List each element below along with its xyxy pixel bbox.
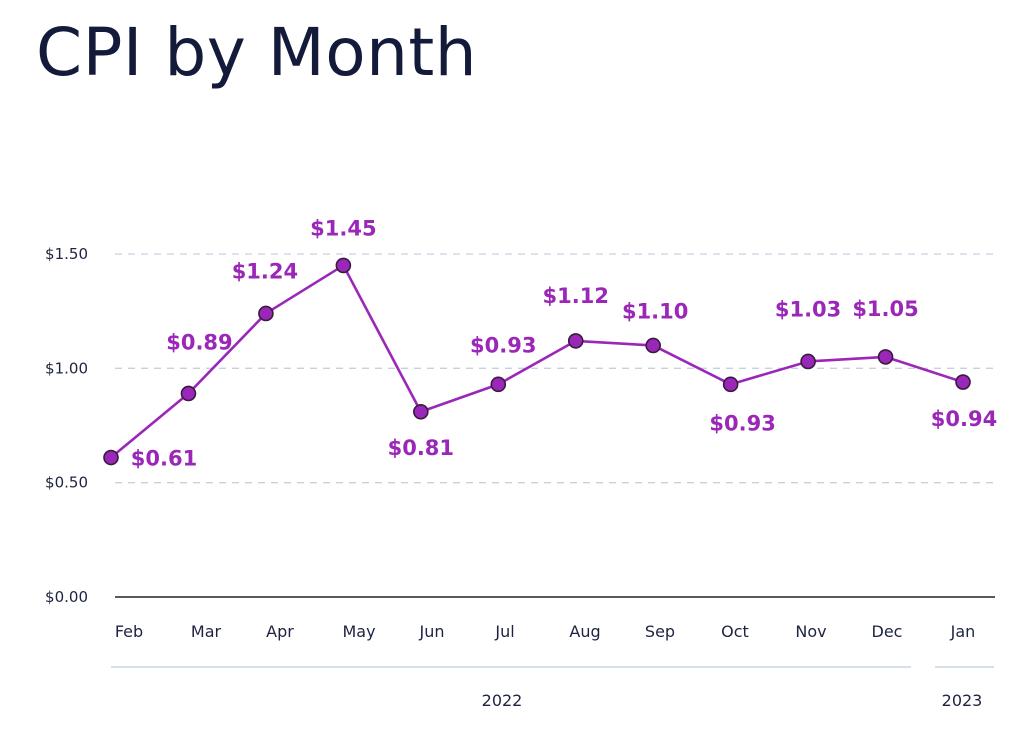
data-label: $1.12 [543,284,609,308]
data-label: $1.05 [852,297,918,321]
x-tick-label: Jan [950,622,976,641]
data-points [103,257,971,466]
data-point [490,376,507,393]
data-point [800,353,816,370]
data-label: $1.03 [775,297,841,321]
data-label: $1.45 [310,216,376,240]
x-tick-label: Oct [721,622,749,641]
y-tick-label: $0.00 [45,588,88,606]
data-point [877,349,894,365]
x-tick-label: Apr [266,622,294,641]
year-group-label: 2022 [482,691,523,710]
y-tick-label: $1.50 [45,245,88,263]
data-point [955,374,971,390]
x-tick-label: Jun [419,622,445,641]
x-axis-ticks: Feb Mar Apr May Jun Jul Aug Sep Oct Nov Dec Jan [115,622,976,641]
y-tick-label: $1.00 [45,359,88,377]
data-label: $0.81 [388,436,454,460]
chart-title: CPI by Month [36,14,478,91]
year-groups: 2022 2023 [111,666,994,710]
y-tick-label: $0.50 [45,474,88,492]
y-axis-ticks: $0.00 $0.50 $1.00 $1.50 [45,245,88,606]
x-tick-label: Mar [191,622,222,641]
data-point [413,403,429,420]
series-line [110,264,964,459]
x-tick-label: Feb [115,622,143,641]
data-labels: $0.61 $0.89 $1.24 $1.45 $0.81 $0.93 $1.12 $1.10… [131,216,997,470]
data-label: $0.93 [470,333,536,357]
x-tick-label: Dec [872,622,903,641]
x-tick-label: Jul [494,622,514,641]
data-label: $0.89 [166,330,232,354]
series-line-path [110,264,964,459]
data-label: $1.24 [232,259,298,283]
data-label: $0.93 [709,411,775,435]
data-point [722,376,739,393]
x-tick-label: Sep [645,622,675,641]
year-group-label: 2023 [942,691,983,710]
data-point [258,305,274,322]
data-point [103,449,119,466]
data-label: $0.61 [131,447,197,471]
x-tick-label: Aug [569,622,600,641]
gridlines [115,253,995,484]
data-label: $0.94 [931,407,997,431]
data-label: $1.10 [622,299,688,323]
data-point [645,337,661,354]
data-point [180,385,197,402]
data-point [567,333,584,349]
x-tick-label: Nov [795,622,826,641]
x-tick-label: May [342,622,375,641]
data-point [335,257,352,274]
